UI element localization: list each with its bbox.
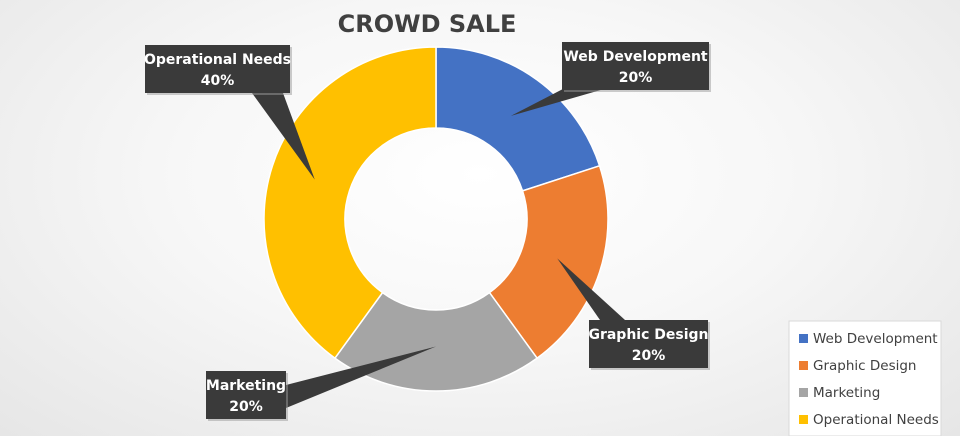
callout-category-label: Operational Needs <box>144 52 291 68</box>
callout-box <box>589 320 708 368</box>
legend-swatch-marketing <box>799 388 808 397</box>
chart-title: CROWD SALE <box>338 10 517 38</box>
callout-value-label: 20% <box>229 399 263 415</box>
callout-box <box>562 42 709 90</box>
callout-operational-needs: Operational Needs 40% <box>144 45 315 180</box>
slice-operational-needs <box>263 46 437 360</box>
callout-pointer <box>286 346 436 408</box>
callout-value-label: 20% <box>619 70 653 86</box>
legend-label-operational-needs: Operational Needs <box>813 412 939 428</box>
callout-category-label: Graphic Design <box>588 327 708 343</box>
legend-label-marketing: Marketing <box>813 385 880 401</box>
callout-pointer <box>557 258 625 320</box>
callout-category-label: Marketing <box>206 378 286 394</box>
callout-pointer <box>252 93 315 180</box>
callout-value-label: 20% <box>632 348 666 364</box>
callout-box <box>145 45 290 93</box>
callout-graphic-design: Graphic Design 20% <box>557 258 710 370</box>
legend-label-web-development: Web Development <box>813 331 938 347</box>
legend: Web Development Graphic Design Marketing Op… <box>788 320 942 436</box>
legend-swatch-web-development <box>799 334 808 343</box>
callout-marketing: Marketing 20% <box>206 346 436 421</box>
legend-label-graphic-design: Graphic Design <box>813 358 917 374</box>
legend-swatch-operational-needs <box>799 415 808 424</box>
slice-graphic-design <box>488 164 609 360</box>
callout-web-development: Web Development 20% <box>510 42 711 116</box>
callout-value-label: 40% <box>201 73 235 89</box>
slice-web-development <box>435 46 601 192</box>
legend-frame <box>788 320 942 436</box>
callout-box <box>206 371 286 419</box>
callout-category-label: Web Development <box>563 49 708 65</box>
legend-swatch-graphic-design <box>799 361 808 370</box>
